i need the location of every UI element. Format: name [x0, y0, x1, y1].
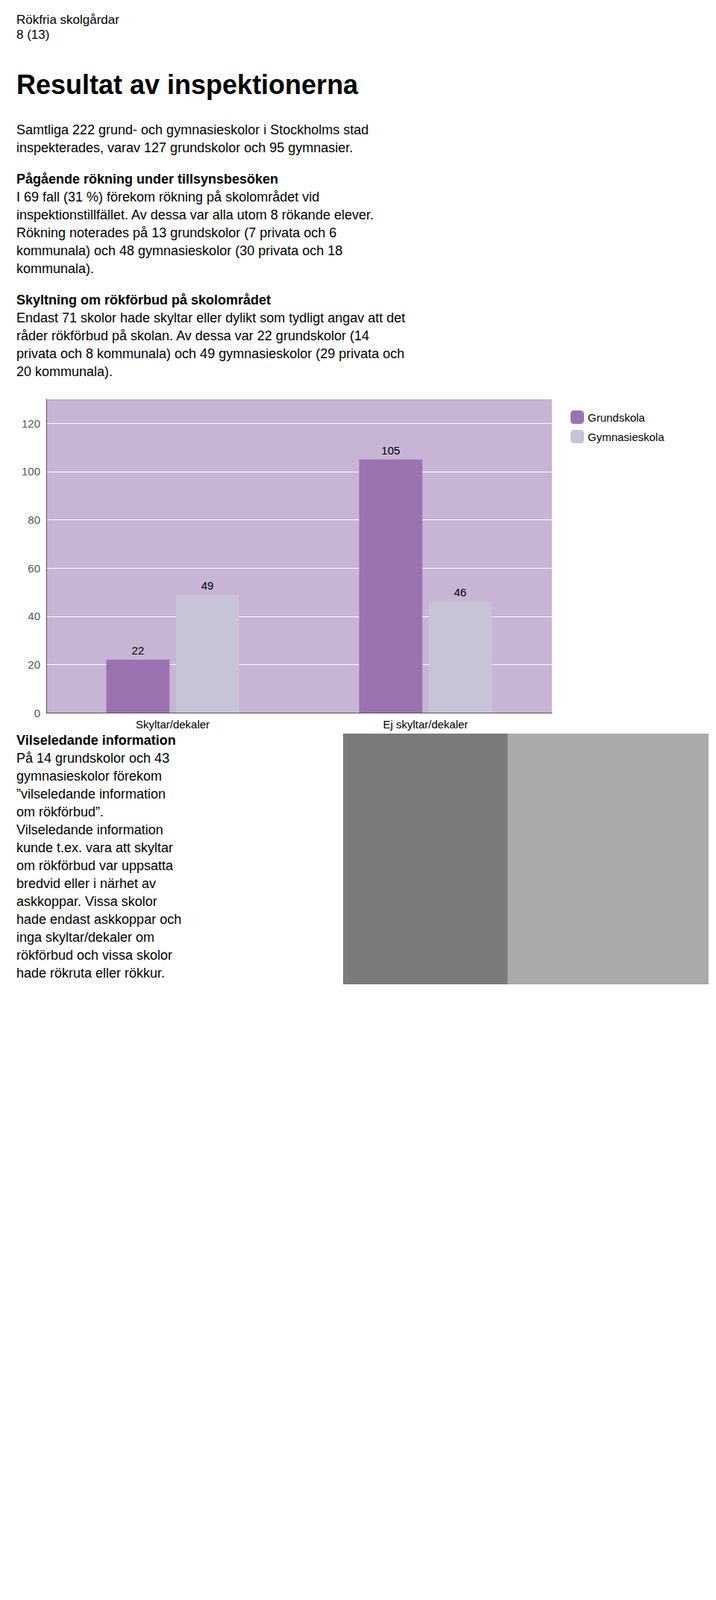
svg-text:80: 80 — [27, 513, 41, 526]
svg-text:om rökförbud”.: om rökförbud”. — [16, 804, 104, 819]
svg-text:20: 20 — [27, 657, 41, 671]
svg-text:inga skyltar/dekaler om: inga skyltar/dekaler om — [16, 929, 155, 945]
svg-text:Rökfria skolgårdar: Rökfria skolgårdar — [16, 12, 120, 27]
svg-text:Vilseledande information: Vilseledande information — [16, 732, 177, 748]
svg-text:Ej skyltar/dekaler: Ej skyltar/dekaler — [382, 717, 468, 731]
svg-text:100: 100 — [21, 464, 41, 478]
svg-text:hade rökruta eller rökkur.: hade rökruta eller rökkur. — [16, 965, 165, 981]
svg-text:8 (13): 8 (13) — [16, 27, 50, 42]
svg-text:kommunala) och 48 gymnasieskol: kommunala) och 48 gymnasieskolor (30 pri… — [16, 243, 343, 259]
svg-text:I 69 fall (31 %) förekom rökni: I 69 fall (31 %) förekom rökning på skol… — [16, 189, 320, 205]
svg-text:om rökförbud var uppsatta: om rökförbud var uppsatta — [16, 857, 174, 873]
svg-text:Pågående rökning under tillsyn: Pågående rökning under tillsynsbesöken — [16, 171, 279, 187]
svg-text:inspektionstillfället. Av dess: inspektionstillfället. Av dessa var alla… — [16, 207, 374, 223]
svg-text:bredvid eller i närhet av: bredvid eller i närhet av — [16, 875, 156, 891]
svg-text:privata och 8 kommunala) och 4: privata och 8 kommunala) och 49 gymnasie… — [16, 346, 405, 361]
svg-text:kunde t.ex. vara att skyltar: kunde t.ex. vara att skyltar — [16, 839, 174, 855]
svg-text:22: 22 — [132, 643, 145, 657]
svg-text:hade endast askkoppar och: hade endast askkoppar och — [16, 911, 182, 927]
svg-text:120: 120 — [21, 416, 41, 430]
svg-text:Endast 71 skolor hade skyltar: Endast 71 skolor hade skyltar eller dyli… — [16, 310, 405, 326]
svg-text:105: 105 — [381, 443, 400, 457]
svg-text:0: 0 — [34, 706, 41, 719]
svg-text:Rökning noterades på 13 grunds: Rökning noterades på 13 grundskolor (7 p… — [16, 225, 337, 241]
svg-text:40: 40 — [27, 609, 41, 623]
svg-text:Resultat av inspektionerna: Resultat av inspektionerna — [16, 69, 359, 100]
svg-text:rökförbud och vissa skolor: rökförbud och vissa skolor — [16, 947, 173, 963]
svg-text:inspekterades, varav 127 grund: inspekterades, varav 127 grundskolor och… — [16, 140, 353, 156]
svg-text:askkoppar. Vissa skolor: askkoppar. Vissa skolor — [16, 893, 158, 909]
svg-text:Samtliga 222 grund- och gymnas: Samtliga 222 grund- och gymnasieskolor i… — [16, 122, 369, 138]
svg-text:Vilseledande information: Vilseledande information — [16, 821, 164, 837]
svg-text:20 kommunala).: 20 kommunala). — [16, 363, 113, 379]
svg-text:råder rökförbud på skolan. Av: råder rökförbud på skolan. Av dessa var … — [16, 328, 370, 344]
svg-text:”vilseledande information: ”vilseledande information — [16, 786, 166, 802]
svg-text:60: 60 — [27, 561, 41, 575]
svg-text:Grundskola: Grundskola — [587, 410, 646, 424]
svg-text:Gymnasieskola: Gymnasieskola — [587, 430, 665, 444]
svg-text:Skyltar/dekaler: Skyltar/dekaler — [135, 717, 210, 731]
svg-text:49: 49 — [201, 578, 215, 592]
svg-text:gymnasieskolor förekom: gymnasieskolor förekom — [16, 768, 162, 784]
svg-text:kommunala).: kommunala). — [16, 261, 94, 276]
svg-text:46: 46 — [454, 585, 467, 599]
svg-text:På 14 grundskolor och 43: På 14 grundskolor och 43 — [16, 750, 170, 766]
svg-text:Skyltning om rökförbud på skol: Skyltning om rökförbud på skolområdet — [16, 292, 271, 308]
